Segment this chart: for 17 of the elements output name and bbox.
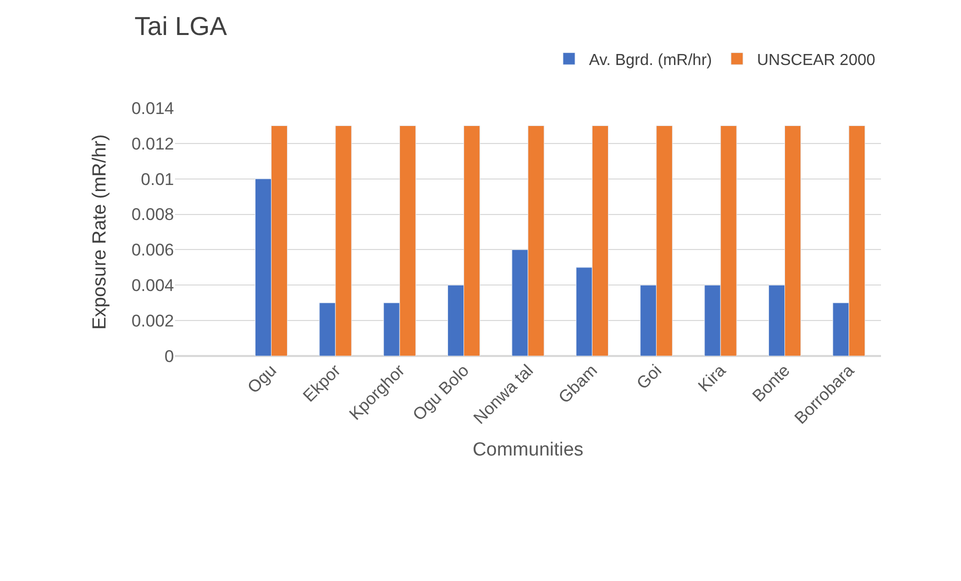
y-tick-label: 0.01 — [140, 170, 174, 189]
y-tick-label: 0.004 — [131, 276, 174, 296]
x-tick-label: Goi — [633, 360, 666, 394]
y-axis-title: Exposure Rate (mR/hr) — [89, 134, 110, 330]
y-tick-label: 0.008 — [131, 205, 174, 224]
chart-title: Tai LGA — [134, 11, 228, 42]
y-tick-label: 0.006 — [131, 240, 174, 260]
y-tick-label: 0 — [164, 346, 174, 366]
legend-label: Av. Bgrd. (mR/hr) — [589, 52, 712, 69]
x-tick-label: Ogu — [244, 360, 280, 398]
x-axis-title: Communities — [472, 440, 584, 461]
y-tick-label: 0.012 — [131, 134, 174, 154]
legend-label: UNSCEAR 2000 — [756, 52, 876, 69]
x-tick-label: Ogu Bolo — [409, 360, 473, 424]
x-tick-label: Kira — [694, 360, 730, 396]
y-tick-label: 0.002 — [131, 312, 174, 331]
y-tick-label: 0.014 — [131, 98, 174, 118]
